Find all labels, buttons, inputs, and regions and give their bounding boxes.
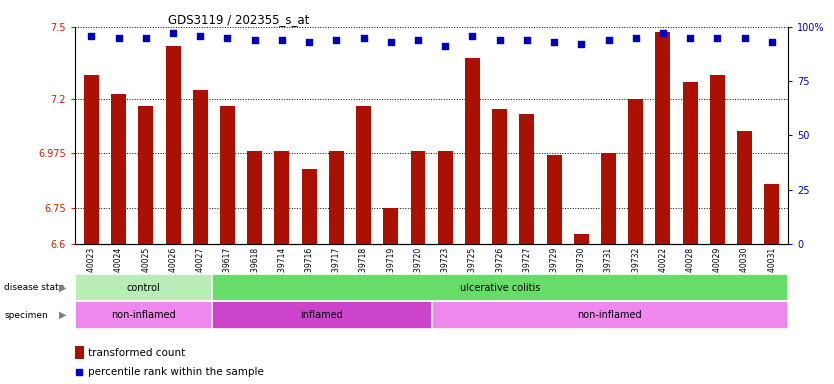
Point: [85, 33, 98, 39]
Bar: [75, 301, 212, 329]
Bar: [656, 32, 671, 244]
Bar: [628, 99, 643, 244]
Bar: [438, 151, 453, 244]
Bar: [764, 184, 779, 244]
Bar: [247, 151, 262, 244]
Text: specimen: specimen: [4, 311, 48, 320]
Bar: [212, 274, 788, 301]
Bar: [111, 94, 126, 244]
Point: [684, 35, 697, 41]
Point: [547, 39, 560, 45]
Point: [384, 39, 398, 45]
Bar: [410, 151, 425, 244]
Bar: [193, 89, 208, 244]
Point: [575, 41, 588, 47]
Bar: [492, 109, 507, 244]
Point: [602, 37, 615, 43]
Point: [711, 35, 724, 41]
Bar: [212, 301, 432, 329]
Bar: [465, 58, 480, 244]
Text: ▶: ▶: [59, 283, 67, 293]
Text: non-inflamed: non-inflamed: [111, 310, 176, 320]
Text: percentile rank within the sample: percentile rank within the sample: [88, 367, 264, 377]
Point: [439, 43, 452, 50]
Bar: [138, 106, 153, 244]
Text: control: control: [127, 283, 160, 293]
Point: [329, 37, 343, 43]
Text: inflamed: inflamed: [300, 310, 344, 320]
Point: [765, 39, 778, 45]
Bar: [546, 155, 561, 244]
Point: [73, 369, 86, 376]
Point: [411, 37, 425, 43]
Point: [357, 35, 370, 41]
Bar: [75, 274, 212, 301]
Point: [275, 37, 289, 43]
Bar: [432, 301, 788, 329]
Bar: [710, 75, 725, 244]
Point: [493, 37, 506, 43]
Point: [520, 37, 534, 43]
Point: [656, 30, 670, 36]
Bar: [302, 169, 317, 244]
Bar: [601, 154, 616, 244]
Text: transformed count: transformed count: [88, 348, 186, 358]
Bar: [75, 346, 84, 359]
Point: [629, 35, 642, 41]
Bar: [574, 234, 589, 244]
Point: [193, 33, 207, 39]
Point: [465, 33, 479, 39]
Text: non-inflamed: non-inflamed: [578, 310, 642, 320]
Text: ulcerative colitis: ulcerative colitis: [460, 283, 540, 293]
Point: [738, 35, 751, 41]
Bar: [166, 46, 180, 244]
Text: ▶: ▶: [59, 310, 67, 320]
Bar: [274, 151, 289, 244]
Text: disease state: disease state: [4, 283, 64, 292]
Point: [303, 39, 316, 45]
Bar: [84, 75, 99, 244]
Point: [248, 37, 261, 43]
Bar: [683, 82, 697, 244]
Bar: [356, 106, 371, 244]
Bar: [329, 151, 344, 244]
Point: [139, 35, 153, 41]
Bar: [520, 114, 535, 244]
Bar: [220, 106, 235, 244]
Point: [221, 35, 234, 41]
Bar: [737, 131, 752, 244]
Text: GDS3119 / 202355_s_at: GDS3119 / 202355_s_at: [168, 13, 309, 26]
Bar: [384, 208, 399, 244]
Point: [166, 30, 179, 36]
Point: [112, 35, 125, 41]
